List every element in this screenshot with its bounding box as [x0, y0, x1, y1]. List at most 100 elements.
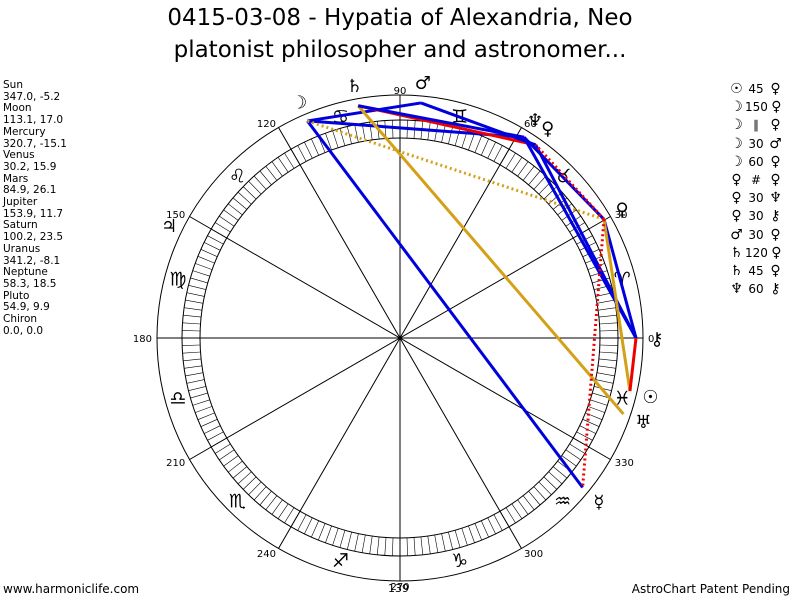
- planet-uranus-icon: ♅: [635, 412, 651, 433]
- planet-mercury-icon: ☿: [593, 492, 604, 513]
- aspect-row: ♀ # ♀: [728, 171, 785, 189]
- footer-website: www.harmoniclife.com: [3, 582, 140, 596]
- aspect-angle: 30: [748, 209, 764, 224]
- aspect-line: [420, 101, 537, 147]
- planet-coords: 100.2, 23.5: [3, 231, 64, 244]
- aspect-line: [306, 119, 605, 221]
- footer-patent: AstroChart Patent Pending: [631, 582, 790, 596]
- aspect-line: [306, 120, 584, 489]
- planet-glyph: ☽: [730, 153, 743, 170]
- aspect-angle: 120: [745, 245, 768, 260]
- planet-glyph: ♄: [730, 262, 743, 279]
- planet-coords: 347.0, -5.2: [3, 90, 61, 103]
- aspect-row: ♀ 30 ⚷: [728, 207, 785, 225]
- planet-name: Moon: [3, 102, 32, 115]
- planet-glyph: ♂: [730, 226, 743, 243]
- planet-glyph: ♀: [731, 208, 742, 225]
- footer-number: 139: [388, 582, 409, 595]
- zodiac-sign-icon: ♎: [169, 388, 186, 410]
- planet-name: Sun: [3, 79, 23, 91]
- planet-name: Pluto: [3, 289, 30, 302]
- zodiac-sign-icon: ♑: [451, 550, 468, 572]
- aspect-line: [357, 104, 625, 416]
- planet-glyph: ♀: [731, 172, 742, 189]
- aspect-angle: 60: [748, 154, 764, 169]
- planet-glyph: ⚷: [770, 208, 781, 225]
- planet-position-list: Sun 347.0, -5.2 Moon 113.1, 17.0 Mercury…: [3, 79, 67, 337]
- aspect-row: ☽ 60 ♀: [728, 153, 785, 171]
- planet-mars-icon: ♂: [415, 73, 431, 94]
- aspect-angle: 30: [748, 136, 764, 151]
- planet-coords: 54.9, 9.9: [3, 301, 50, 314]
- aspect-line: [534, 143, 606, 221]
- aspect-row: ♆ 60 ⚷: [728, 280, 785, 298]
- aspect-angle: 30: [748, 227, 764, 242]
- aspect-line: [628, 337, 638, 392]
- degree-label: 90: [394, 86, 407, 97]
- division-line: [189, 216, 611, 460]
- aspect-line: [522, 136, 638, 339]
- aspect-angle: 45: [748, 263, 764, 278]
- degree-label: 300: [524, 549, 543, 560]
- planet-glyph: ♀: [770, 153, 781, 170]
- degree-label: 0: [648, 334, 654, 345]
- aspect-row: ♀ 30 ♆: [728, 189, 785, 207]
- aspect-list: ☉ 45 ♀ ☽ 150 ♀ ☽ ∥ ♀ ☽ 30 ♂ ☽ 60 ♀ ♀ # ♀ ♀ 30 ♆ ♀ 30 ⚷ ♂…: [728, 80, 785, 298]
- degree-label: 60: [524, 119, 537, 130]
- planet-jupiter-icon: ♃: [161, 216, 177, 237]
- planet-moon-icon: ☽: [291, 93, 307, 114]
- planet-glyph: ♀: [731, 190, 742, 207]
- planet-name: Uranus: [3, 242, 41, 255]
- planet-glyph: ☽: [730, 117, 743, 134]
- aspect-row: ♄ 120 ♀: [728, 244, 785, 262]
- aspect-row: ☽ ∥ ♀: [728, 116, 785, 134]
- degree-label: 120: [257, 119, 276, 130]
- degree-label: 330: [615, 458, 634, 469]
- planet-sun-icon: ☉: [642, 387, 658, 408]
- planet-glyph: ♀: [770, 81, 781, 98]
- planet-coords: 30.2, 15.9: [3, 160, 57, 173]
- aspect-line: [602, 219, 632, 392]
- planet-glyph: ⚷: [770, 281, 781, 298]
- planet-name: Saturn: [3, 219, 38, 232]
- degree-label: 270: [390, 582, 409, 593]
- planet-name: Neptune: [3, 266, 48, 279]
- aspect-row: ♄ 45 ♀: [728, 262, 785, 280]
- zodiac-sign-icon: ♍: [169, 268, 186, 290]
- planet-coords: 58.3, 18.5: [3, 277, 57, 290]
- planet-glyph: ♀: [770, 226, 781, 243]
- planet-name: Jupiter: [3, 196, 38, 209]
- degree-label: 150: [166, 210, 185, 221]
- aspect-angle: 30: [748, 191, 764, 206]
- planet-coords: 113.1, 17.0: [3, 114, 64, 127]
- aspect-angle: 45: [748, 82, 764, 97]
- planet-glyph: ♀: [770, 117, 781, 134]
- zodiac-sign-icon: ♐: [332, 550, 349, 572]
- zodiac-sign-icon: ♓: [614, 388, 631, 410]
- planet-coords: 84.9, 26.1: [3, 184, 57, 197]
- degree-label: 180: [133, 334, 152, 345]
- planet-coords: 341.2, -8.1: [3, 254, 61, 267]
- planet-glyph: ☉: [730, 81, 743, 98]
- aspect-row: ☽ 150 ♀: [728, 98, 785, 116]
- aspect-row: ♂ 30 ♀: [728, 226, 785, 244]
- degree-label: 30: [615, 210, 628, 221]
- planet-glyph: ♀: [770, 262, 781, 279]
- planet-name: Chiron: [3, 313, 38, 326]
- planet-pluto-icon: ♀: [541, 119, 554, 140]
- planet-glyph: ♀: [771, 99, 782, 116]
- planet-glyph: ♀: [771, 244, 782, 261]
- planet-chiron-icon: ⚷: [650, 329, 663, 350]
- planet-glyph: ♄: [730, 244, 743, 261]
- aspect-line: [602, 218, 638, 339]
- aspect-angle: #: [750, 173, 762, 188]
- zodiac-sign-icon: ♒: [554, 491, 571, 513]
- aspect-angle: 60: [748, 282, 764, 297]
- degree-label: 240: [257, 549, 276, 560]
- zodiac-sign-icon: ♏: [229, 491, 246, 513]
- planet-name: Venus: [3, 149, 35, 162]
- planet-name: Mercury: [3, 125, 46, 138]
- planet-coords: 320.7, -15.1: [3, 137, 67, 150]
- planet-glyph: ☽: [730, 99, 743, 116]
